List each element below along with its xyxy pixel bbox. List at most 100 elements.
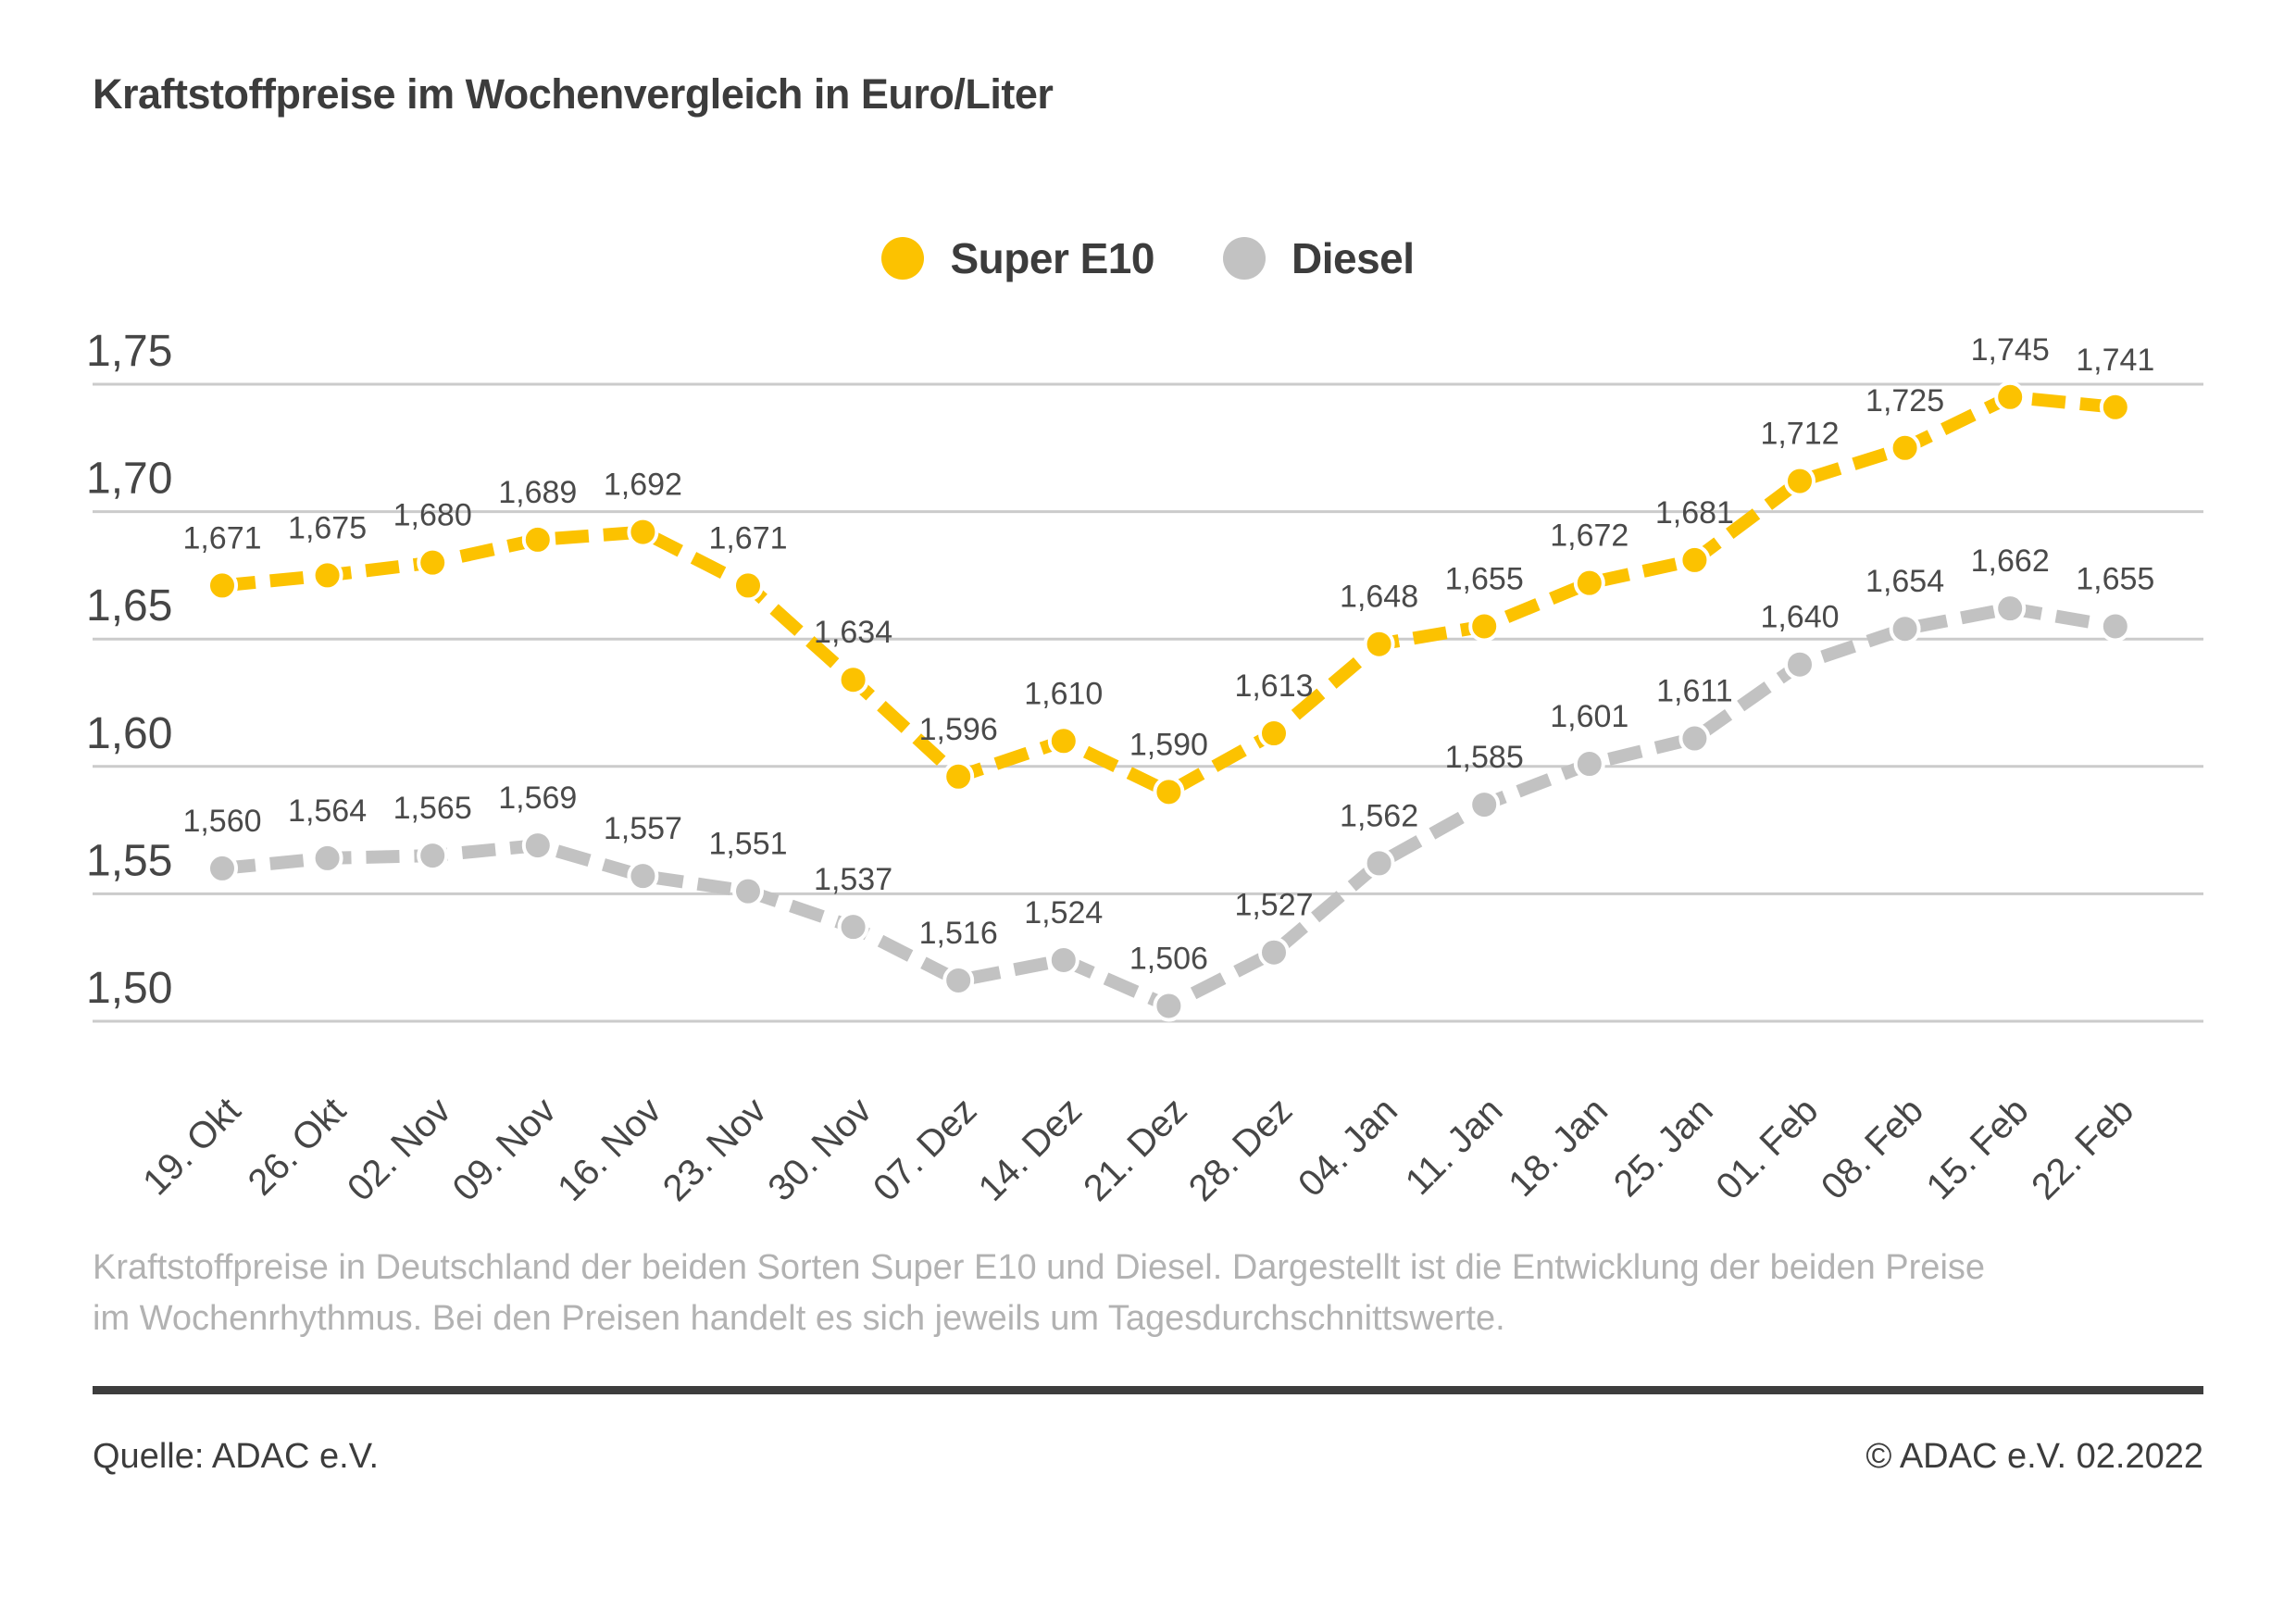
data-point xyxy=(521,830,554,862)
data-label: 1,551 xyxy=(708,827,787,862)
x-tick-label: 11. Jan xyxy=(1398,1090,1511,1203)
chart-legend: Super E10 Diesel xyxy=(0,233,2296,283)
data-point xyxy=(206,569,238,602)
data-label: 1,585 xyxy=(1445,740,1524,775)
chart-footnote: Kraftstoffpreise in Deutschland der beid… xyxy=(93,1248,1986,1339)
data-point xyxy=(1573,748,1605,781)
data-label: 1,506 xyxy=(1129,941,1208,976)
source-row: Quelle: ADAC e.V. © ADAC e.V. 02.2022 xyxy=(93,1437,2203,1477)
data-label: 1,741 xyxy=(2076,343,2154,378)
data-label: 1,681 xyxy=(1655,495,1734,531)
data-point xyxy=(206,852,238,884)
data-label: 1,601 xyxy=(1550,699,1628,734)
x-tick-label: 14. Dez xyxy=(971,1090,1091,1209)
x-tick-label: 25. Jan xyxy=(1606,1090,1721,1205)
data-point xyxy=(837,911,869,943)
x-tick-label: 23. Nov xyxy=(655,1090,775,1209)
data-point xyxy=(1153,990,1185,1022)
legend-label-super-e10: Super E10 xyxy=(950,234,1154,282)
data-point xyxy=(1678,543,1711,576)
y-axis-labels: 1,75 1,70 1,65 1,60 1,55 1,50 xyxy=(86,327,172,1013)
data-label: 1,613 xyxy=(1234,668,1313,704)
data-label: 1,590 xyxy=(1129,727,1208,762)
data-point xyxy=(417,840,449,872)
data-label: 1,611 xyxy=(1656,674,1733,709)
super-e10-dot-icon xyxy=(881,237,925,280)
data-point xyxy=(1468,610,1501,643)
data-label: 1,675 xyxy=(288,510,367,545)
data-label: 1,537 xyxy=(814,862,892,897)
footer-divider xyxy=(93,1386,2203,1394)
y-tick-label: 1,65 xyxy=(86,581,172,631)
data-point xyxy=(2099,610,2131,643)
data-point xyxy=(1047,725,1079,757)
x-tick-label: 08. Feb xyxy=(1814,1090,1931,1207)
page-title: Kraftstoffpreise im Wochenvergleich in E… xyxy=(93,70,1054,118)
data-point xyxy=(1889,431,1921,464)
data-point xyxy=(1153,776,1185,808)
data-label: 1,648 xyxy=(1340,580,1418,615)
data-label: 1,672 xyxy=(1550,518,1628,554)
data-point xyxy=(1573,567,1605,599)
data-label: 1,564 xyxy=(288,793,367,829)
y-tick-label: 1,70 xyxy=(86,455,172,504)
data-label: 1,671 xyxy=(708,520,787,556)
data-point xyxy=(2099,391,2131,423)
data-point xyxy=(1784,648,1816,681)
data-point xyxy=(1258,936,1290,968)
x-tick-label: 16. Nov xyxy=(550,1090,669,1209)
source-label: Quelle: ADAC e.V. xyxy=(93,1437,380,1476)
data-label: 1,565 xyxy=(393,791,472,826)
data-label: 1,634 xyxy=(814,615,892,650)
data-label: 1,640 xyxy=(1760,600,1839,635)
x-tick-label: 21. Dez xyxy=(1076,1090,1195,1209)
data-label: 1,692 xyxy=(604,468,682,503)
data-point xyxy=(1258,718,1290,750)
y-tick-label: 1,60 xyxy=(86,709,172,758)
y-tick-label: 1,50 xyxy=(86,964,172,1013)
data-point xyxy=(1994,593,2027,625)
data-point xyxy=(1994,381,2027,413)
data-label: 1,725 xyxy=(1866,383,1944,418)
data-point xyxy=(1363,628,1395,660)
data-label: 1,654 xyxy=(1866,564,1944,599)
data-label: 1,671 xyxy=(182,520,261,556)
data-point xyxy=(1468,789,1501,821)
gridlines xyxy=(93,382,2203,1023)
diesel-dot-icon xyxy=(1222,237,1266,280)
data-point xyxy=(521,523,554,556)
data-label: 1,562 xyxy=(1340,798,1418,833)
data-label: 1,527 xyxy=(1234,888,1313,923)
series-diesel xyxy=(206,593,2131,1022)
data-label: 1,712 xyxy=(1760,417,1839,452)
x-tick-label: 02. Nov xyxy=(340,1090,459,1209)
data-label: 1,557 xyxy=(604,811,682,846)
data-point xyxy=(1047,943,1079,976)
x-tick-label: 22. Feb xyxy=(2024,1090,2141,1207)
copyright-label: © ADAC e.V. 02.2022 xyxy=(1866,1437,2203,1476)
data-label: 1,560 xyxy=(182,804,261,839)
x-tick-label: 09. Nov xyxy=(445,1090,565,1209)
legend-item-diesel: Diesel xyxy=(1222,233,1415,283)
data-point xyxy=(627,516,659,548)
data-label: 1,689 xyxy=(498,475,577,510)
series-super-e10-labels: 1,671 1,675 1,680 1,689 1,692 1,671 1,634 1,596… xyxy=(182,332,2154,763)
data-label: 1,662 xyxy=(1971,543,2050,579)
data-label: 1,655 xyxy=(2076,561,2154,596)
x-tick-label: 30. Nov xyxy=(760,1090,880,1209)
legend-label-diesel: Diesel xyxy=(1291,234,1415,282)
data-point xyxy=(311,559,343,592)
series-diesel-labels: 1,560 1,564 1,565 1,569 1,557 1,551 1,537 1,516… xyxy=(182,543,2154,976)
data-label: 1,610 xyxy=(1024,676,1103,711)
data-point xyxy=(942,760,975,793)
x-tick-label: 28. Dez xyxy=(1181,1090,1301,1209)
data-point xyxy=(732,569,764,602)
data-label: 1,596 xyxy=(919,712,998,747)
data-point xyxy=(942,964,975,996)
x-tick-label: 07. Dez xyxy=(866,1090,985,1209)
data-point xyxy=(627,860,659,893)
x-tick-label: 01. Feb xyxy=(1708,1090,1826,1207)
data-label: 1,524 xyxy=(1024,895,1103,930)
